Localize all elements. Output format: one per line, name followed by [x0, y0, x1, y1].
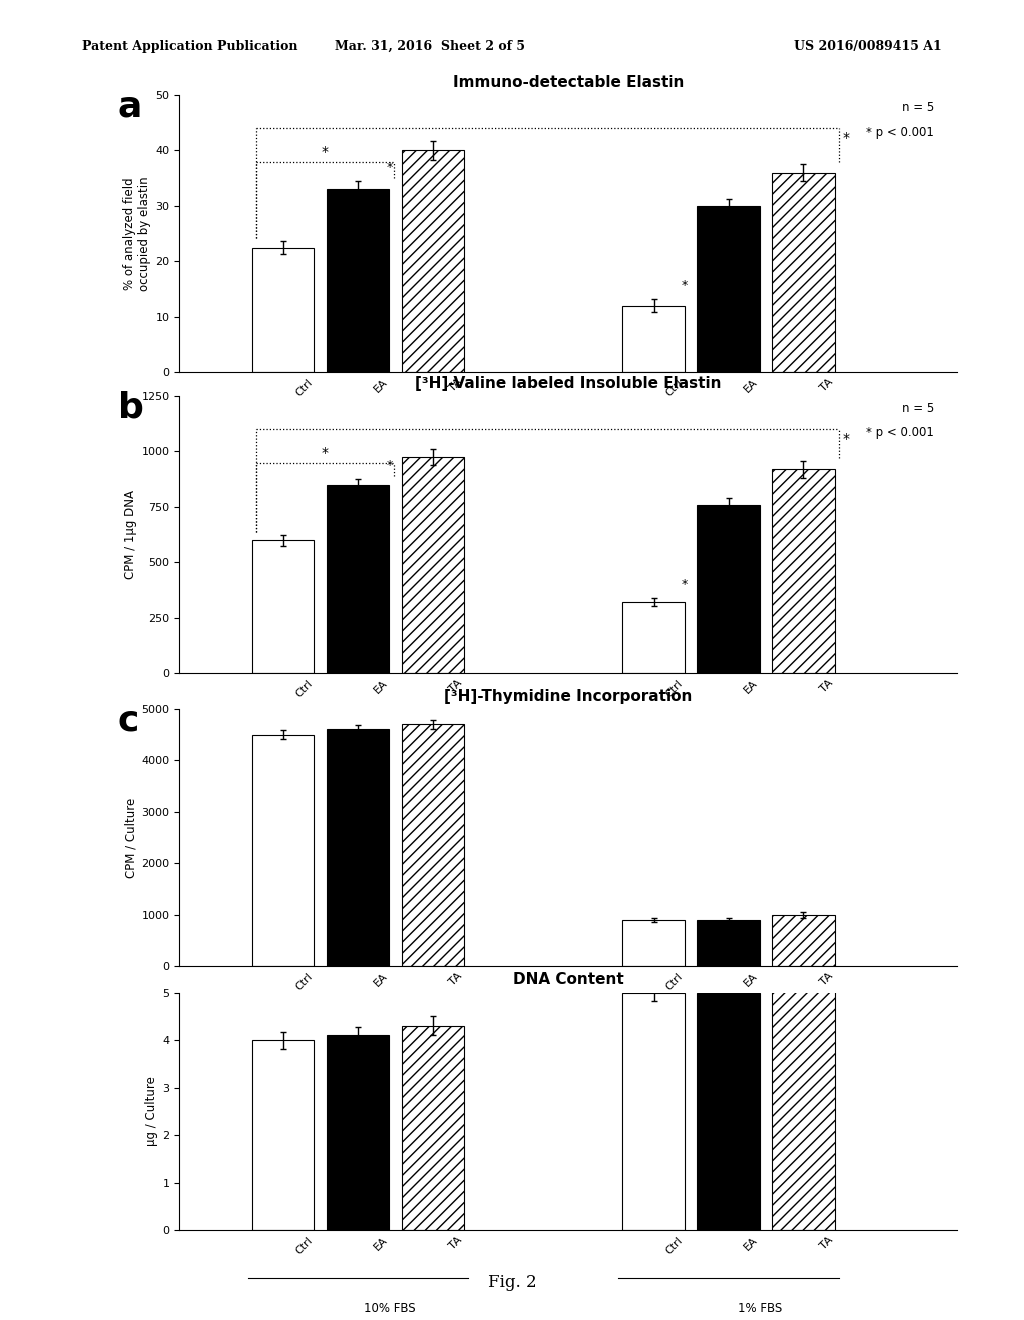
- Text: *: *: [386, 459, 392, 473]
- Bar: [327, 484, 389, 673]
- Text: * p < 0.001: * p < 0.001: [866, 125, 934, 139]
- Text: 10% FBS: 10% FBS: [364, 455, 415, 469]
- Text: * p < 0.001: * p < 0.001: [866, 426, 934, 440]
- Bar: [697, 504, 760, 673]
- Bar: [252, 248, 314, 372]
- Title: DNA Content: DNA Content: [513, 973, 624, 987]
- Y-axis label: CPM / Culture: CPM / Culture: [124, 797, 137, 878]
- Bar: [623, 602, 685, 673]
- Bar: [772, 173, 835, 372]
- Bar: [401, 1026, 464, 1230]
- Text: n = 5: n = 5: [902, 100, 934, 114]
- Text: *: *: [682, 578, 688, 591]
- Text: *: *: [386, 161, 392, 174]
- Title: [³H]-Valine labeled Insoluble Elastin: [³H]-Valine labeled Insoluble Elastin: [415, 376, 722, 391]
- Bar: [327, 730, 389, 966]
- Text: 1% FBS: 1% FBS: [737, 455, 782, 469]
- Bar: [623, 920, 685, 966]
- Text: *: *: [322, 145, 329, 158]
- Bar: [623, 993, 685, 1230]
- Bar: [772, 974, 835, 1230]
- Bar: [401, 725, 464, 966]
- Text: Patent Application Publication: Patent Application Publication: [82, 40, 297, 53]
- Y-axis label: % of analyzed field
occupied by elastin: % of analyzed field occupied by elastin: [123, 177, 152, 290]
- Y-axis label: CPM / 1µg DNA: CPM / 1µg DNA: [124, 490, 137, 579]
- Bar: [623, 306, 685, 372]
- Text: Fig. 2: Fig. 2: [487, 1274, 537, 1291]
- Text: b: b: [118, 391, 143, 425]
- Text: US 2016/0089415 A1: US 2016/0089415 A1: [795, 40, 942, 53]
- Text: n = 5: n = 5: [902, 401, 934, 414]
- Bar: [401, 457, 464, 673]
- Bar: [327, 189, 389, 372]
- Bar: [697, 993, 760, 1230]
- Title: Immuno-detectable Elastin: Immuno-detectable Elastin: [453, 75, 684, 90]
- Title: [³H]-Thymidine Incorporation: [³H]-Thymidine Incorporation: [444, 689, 692, 704]
- Text: 10% FBS: 10% FBS: [364, 756, 415, 770]
- Bar: [401, 150, 464, 372]
- Bar: [252, 734, 314, 966]
- Bar: [327, 1035, 389, 1230]
- Text: *: *: [682, 279, 688, 292]
- Text: *: *: [843, 131, 850, 145]
- Y-axis label: µg / Culture: µg / Culture: [145, 1077, 158, 1146]
- Bar: [697, 206, 760, 372]
- Text: a: a: [118, 90, 142, 124]
- Bar: [252, 540, 314, 673]
- Bar: [697, 920, 760, 966]
- Text: c: c: [118, 704, 139, 738]
- Text: 1% FBS: 1% FBS: [737, 756, 782, 770]
- Text: *: *: [843, 432, 850, 446]
- Bar: [772, 469, 835, 673]
- Bar: [252, 1040, 314, 1230]
- Text: 1% FBS: 1% FBS: [737, 1302, 782, 1315]
- Bar: [772, 915, 835, 966]
- Text: Mar. 31, 2016  Sheet 2 of 5: Mar. 31, 2016 Sheet 2 of 5: [335, 40, 525, 53]
- Text: 10% FBS: 10% FBS: [364, 1302, 415, 1315]
- Text: *: *: [322, 446, 329, 459]
